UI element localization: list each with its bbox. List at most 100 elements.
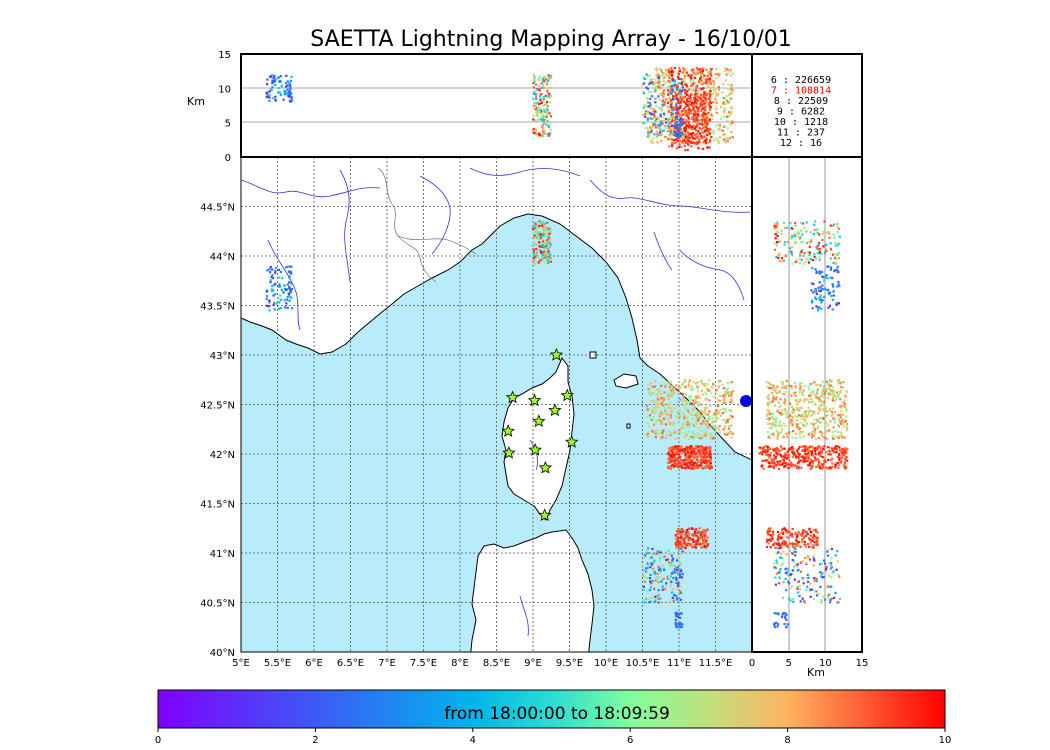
source-point-alt-lat	[790, 394, 793, 397]
source-point	[730, 424, 734, 428]
source-point-alt-lat	[839, 450, 842, 453]
source-point-alt-lat	[799, 532, 802, 535]
source-point-lon-alt	[678, 70, 681, 73]
map-x-tick-label: 9°E	[524, 658, 542, 669]
source-point-alt-lat	[798, 465, 801, 469]
source-point-lon-alt	[649, 113, 653, 116]
source-point-alt-lat	[782, 221, 786, 225]
source-point	[662, 577, 665, 581]
source-point-alt-lat	[835, 302, 838, 305]
source-point-alt-lat	[773, 242, 776, 245]
source-point	[670, 422, 673, 425]
source-point-lon-alt	[659, 92, 662, 95]
source-point-alt-lat	[846, 447, 849, 450]
source-point-lon-alt	[538, 111, 541, 114]
source-point	[688, 544, 691, 547]
source-point-alt-lat	[821, 576, 824, 579]
source-point	[667, 465, 670, 468]
source-point-alt-lat	[793, 381, 797, 385]
source-point-alt-lat	[799, 241, 802, 244]
source-point	[652, 561, 655, 565]
source-point-lon-alt	[534, 128, 537, 131]
source-point	[655, 419, 658, 423]
source-point-alt-lat	[822, 448, 825, 451]
source-point-alt-lat	[816, 247, 819, 251]
source-point-alt-lat	[812, 544, 815, 547]
source-point	[535, 261, 538, 265]
source-point-alt-lat	[806, 398, 809, 401]
source-point-lon-alt	[542, 104, 545, 108]
source-point-alt-lat	[831, 412, 834, 415]
source-point	[723, 398, 726, 402]
source-point-alt-lat	[796, 232, 799, 235]
source-point	[699, 437, 702, 440]
source-point-lon-alt	[669, 92, 672, 95]
source-point-lon-alt	[646, 134, 650, 137]
source-point-lon-alt	[681, 138, 685, 141]
source-point	[288, 294, 291, 298]
source-point-lon-alt	[700, 78, 703, 81]
source-point	[697, 460, 701, 463]
source-point	[688, 446, 691, 449]
source-point	[699, 459, 702, 463]
source-point-alt-lat	[815, 270, 818, 273]
source-point-alt-lat	[824, 254, 827, 257]
source-point	[676, 540, 679, 544]
source-point-lon-alt	[701, 97, 704, 100]
source-point-alt-lat	[817, 464, 820, 467]
source-point-alt-lat	[779, 240, 782, 243]
source-point-lon-alt	[690, 81, 693, 85]
source-point-alt-lat	[819, 395, 823, 398]
source-point	[667, 421, 670, 424]
source-point	[654, 401, 658, 404]
source-point	[642, 601, 645, 604]
source-point-alt-lat	[807, 433, 810, 436]
source-point-alt-lat	[813, 393, 816, 396]
source-point-lon-alt	[706, 116, 709, 119]
source-point-lon-alt	[547, 110, 550, 113]
source-point	[686, 420, 689, 423]
source-point-alt-lat	[774, 421, 777, 424]
source-point-alt-lat	[811, 538, 814, 541]
source-point-alt-lat	[837, 430, 840, 434]
source-point	[681, 623, 684, 626]
source-point-alt-lat	[802, 418, 806, 422]
source-point-alt-lat	[819, 296, 823, 300]
source-point-alt-lat	[819, 407, 822, 411]
source-point-alt-lat	[828, 292, 831, 296]
source-point	[675, 384, 678, 387]
colorbar-gradient	[157, 689, 946, 729]
source-point-alt-lat	[792, 391, 795, 394]
source-point-lon-alt	[708, 77, 711, 80]
source-point-lon-alt	[546, 120, 549, 123]
source-point-alt-lat	[807, 576, 810, 579]
source-point-alt-lat	[806, 543, 809, 546]
source-point	[686, 463, 689, 466]
source-point-lon-alt	[693, 110, 697, 113]
source-point-alt-lat	[769, 537, 772, 540]
source-point-alt-lat	[836, 550, 839, 553]
source-point	[660, 429, 663, 432]
source-point-alt-lat	[782, 532, 785, 536]
source-point-alt-lat	[783, 540, 787, 543]
source-point	[705, 418, 708, 421]
source-point-alt-lat	[815, 297, 818, 301]
source-point-lon-alt	[724, 97, 727, 100]
source-point-lon-alt	[700, 82, 703, 85]
source-point-lon-alt	[542, 120, 545, 123]
source-point-alt-lat	[769, 387, 772, 390]
source-point-alt-lat	[841, 405, 844, 408]
source-point-alt-lat	[783, 398, 786, 401]
source-point-lon-alt	[288, 82, 291, 85]
source-point-lon-alt	[543, 129, 547, 132]
source-point-alt-lat	[808, 410, 811, 413]
source-point-alt-lat	[811, 413, 814, 416]
source-point-alt-lat	[795, 465, 798, 468]
source-point-alt-lat	[829, 268, 833, 271]
source-point	[646, 422, 649, 425]
source-point-lon-alt	[532, 97, 535, 100]
source-point-alt-lat	[801, 413, 804, 416]
source-point-alt-lat	[767, 465, 770, 468]
source-point-alt-lat	[827, 549, 830, 552]
source-point-lon-alt	[546, 95, 550, 98]
